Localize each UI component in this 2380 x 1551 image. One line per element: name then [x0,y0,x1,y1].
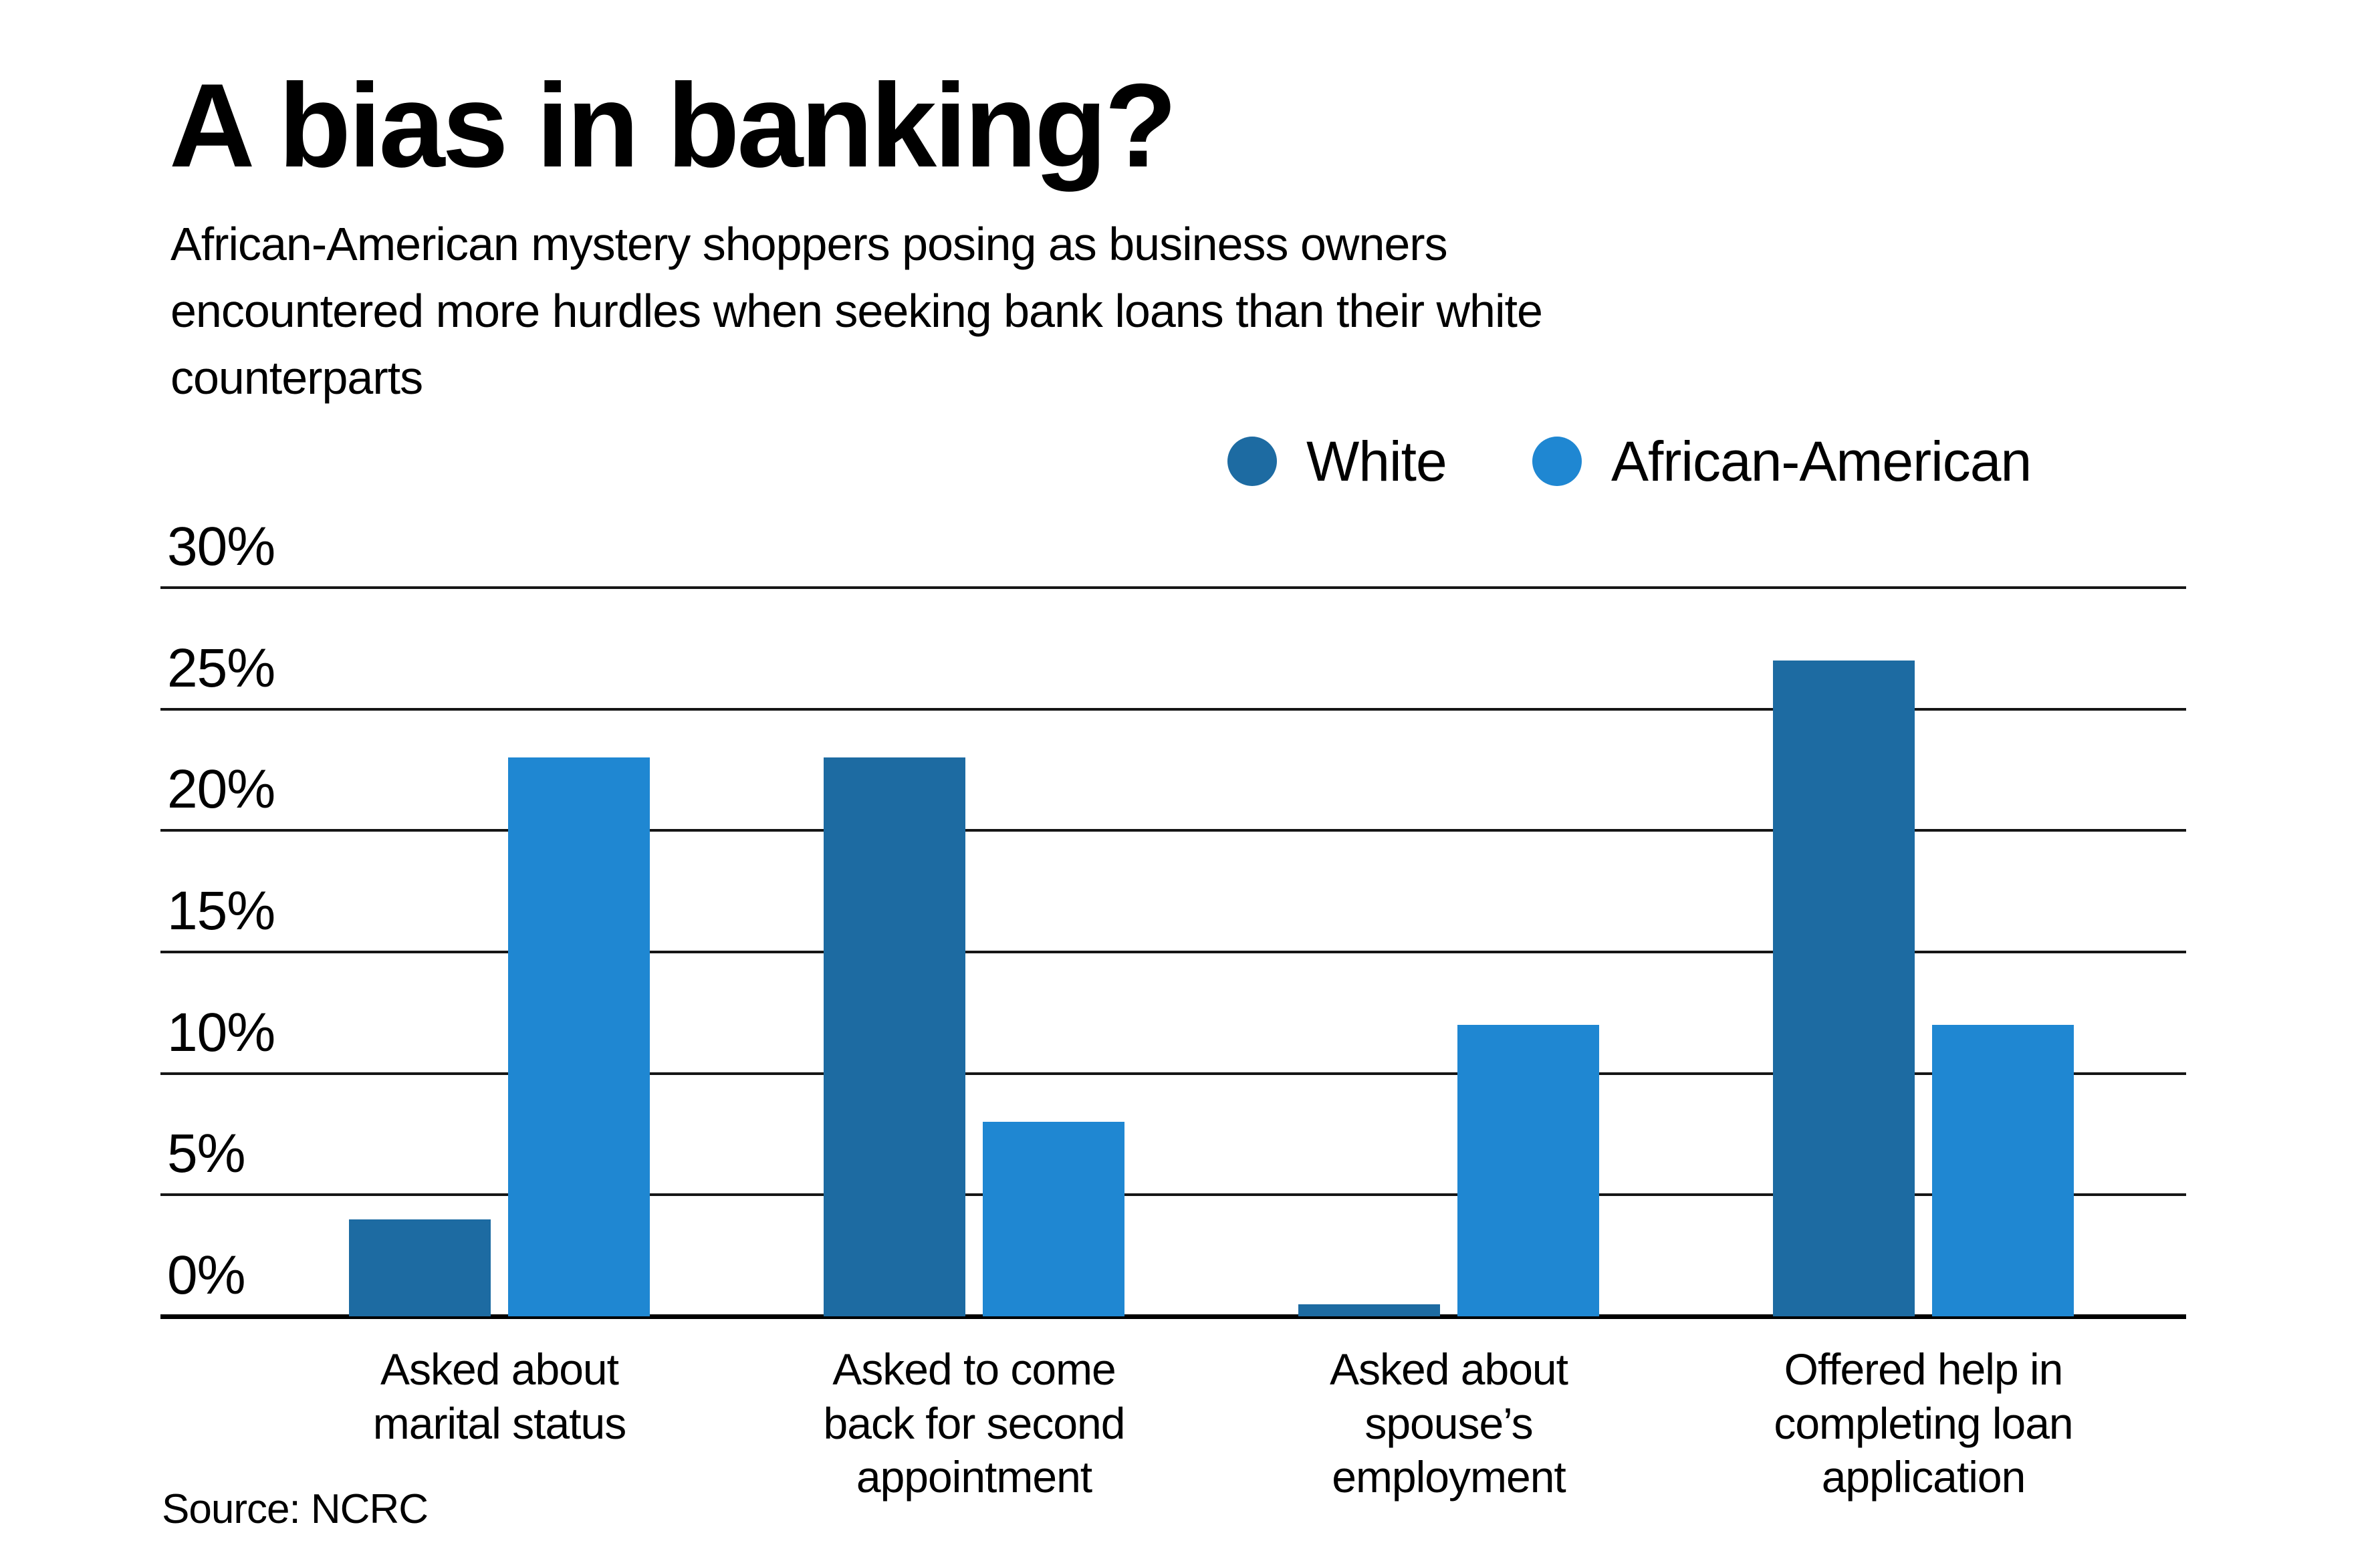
bar-african-american-group-1 [508,757,650,1316]
gridline-15% [160,951,2186,954]
legend-label-african-american: African-American [1611,429,2032,493]
gridline-5% [160,1193,2186,1197]
chart-legend: White African-American [0,427,2380,496]
gridline-10% [160,1072,2186,1075]
y-tick-label-15%: 15% [167,880,275,942]
chart-subtitle: African-American mystery shoppers posing… [170,218,1543,404]
source-note: Source: NCRC [162,1486,429,1532]
y-tick-label-25%: 25% [167,637,275,699]
y-tick-label-0%: 0% [167,1245,246,1306]
legend-item-african-american: African-American [1532,427,2032,496]
y-tick-label-5%: 5% [167,1123,246,1185]
gridline-20% [160,829,2186,832]
gridline-30% [160,586,2186,590]
category-label-4: Offered help in completing loan applicat… [1774,1344,2073,1502]
legend-item-white: White [1227,427,1447,496]
page-title: A bias in banking? [169,59,1177,192]
bar-african-american-group-2 [983,1122,1124,1316]
bar-white-group-3 [1298,1304,1440,1316]
y-tick-label-20%: 20% [167,759,275,820]
category-label-1: Asked about marital status [372,1344,626,1448]
bar-white-group-1 [349,1219,491,1316]
bar-white-group-4 [1773,661,1915,1316]
legend-label-white: White [1306,429,1447,493]
bar-white-group-2 [824,757,965,1316]
y-tick-label-30%: 30% [167,516,275,578]
category-label-3: Asked about spouse’s employment [1330,1344,1568,1502]
bar-african-american-group-3 [1457,1025,1599,1316]
bar-african-american-group-4 [1932,1025,2074,1316]
category-label-2: Asked to come back for second appointmen… [823,1344,1126,1502]
y-tick-label-10%: 10% [167,1001,275,1063]
legend-swatch-african-american-icon [1532,437,1582,486]
legend-swatch-white-icon [1227,437,1277,486]
x-axis-baseline [160,1314,2186,1319]
gridline-25% [160,707,2186,711]
